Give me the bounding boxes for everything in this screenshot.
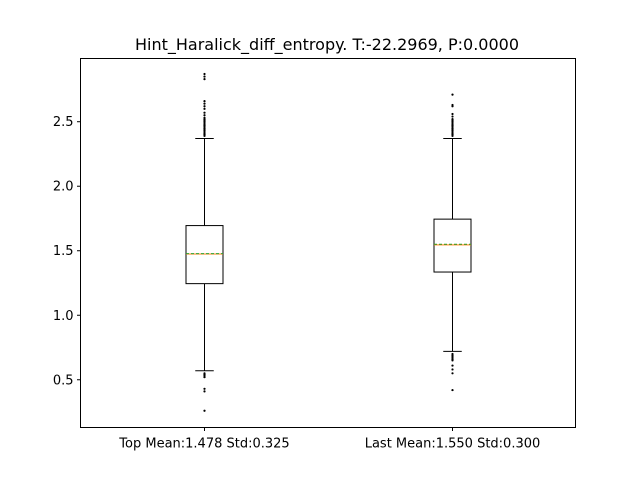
outlier-point: [451, 364, 454, 367]
chart-title: Hint_Haralick_diff_entropy. T:-22.2969, …: [135, 35, 519, 55]
outlier-point: [203, 372, 206, 375]
y-tick-label: 1.5: [53, 244, 74, 259]
x-axis: Top Mean:1.478 Std:0.325 Last Mean:1.550 …: [118, 427, 541, 452]
outlier-point: [451, 372, 454, 375]
outlier-point: [451, 103, 454, 107]
outlier-point: [203, 72, 206, 76]
outlier-point: [451, 352, 454, 356]
y-tick-label: 0.5: [53, 373, 74, 388]
box-group-1: [185, 72, 224, 412]
outlier-point: [203, 390, 206, 393]
outlier-point: [451, 118, 454, 121]
x-tick-label: Last Mean:1.550 Std:0.300: [365, 437, 541, 452]
outlier-point: [203, 107, 206, 110]
box-iqr: [433, 218, 472, 273]
outlier-point: [203, 116, 206, 119]
outlier-point: [203, 105, 206, 108]
outlier-point: [203, 78, 206, 81]
y-tick-label: 2.0: [53, 180, 74, 195]
y-tick-label: 2.5: [53, 115, 74, 130]
box-iqr: [185, 225, 224, 285]
outlier-point: [203, 409, 206, 412]
box-group-2: [433, 93, 472, 392]
outlier-point: [203, 75, 206, 78]
x-tick-label: Top Mean:1.478 Std:0.325: [118, 437, 289, 452]
y-tick-label: 1.0: [53, 309, 74, 324]
outlier-point: [203, 102, 206, 105]
outlier-point: [203, 111, 206, 114]
outlier-point: [203, 99, 206, 103]
boxes-layer: [185, 72, 472, 412]
outlier-point: [451, 112, 454, 116]
outlier-point: [451, 93, 454, 96]
outlier-point: [451, 368, 454, 371]
outlier-point: [451, 388, 454, 392]
outlier-point: [451, 115, 454, 118]
plot-area-frame: [80, 58, 576, 428]
outlier-point: [203, 387, 206, 390]
y-axis: 0.5 1.0 1.5 2.0 2.5: [53, 115, 81, 388]
outlier-point: [203, 114, 206, 117]
